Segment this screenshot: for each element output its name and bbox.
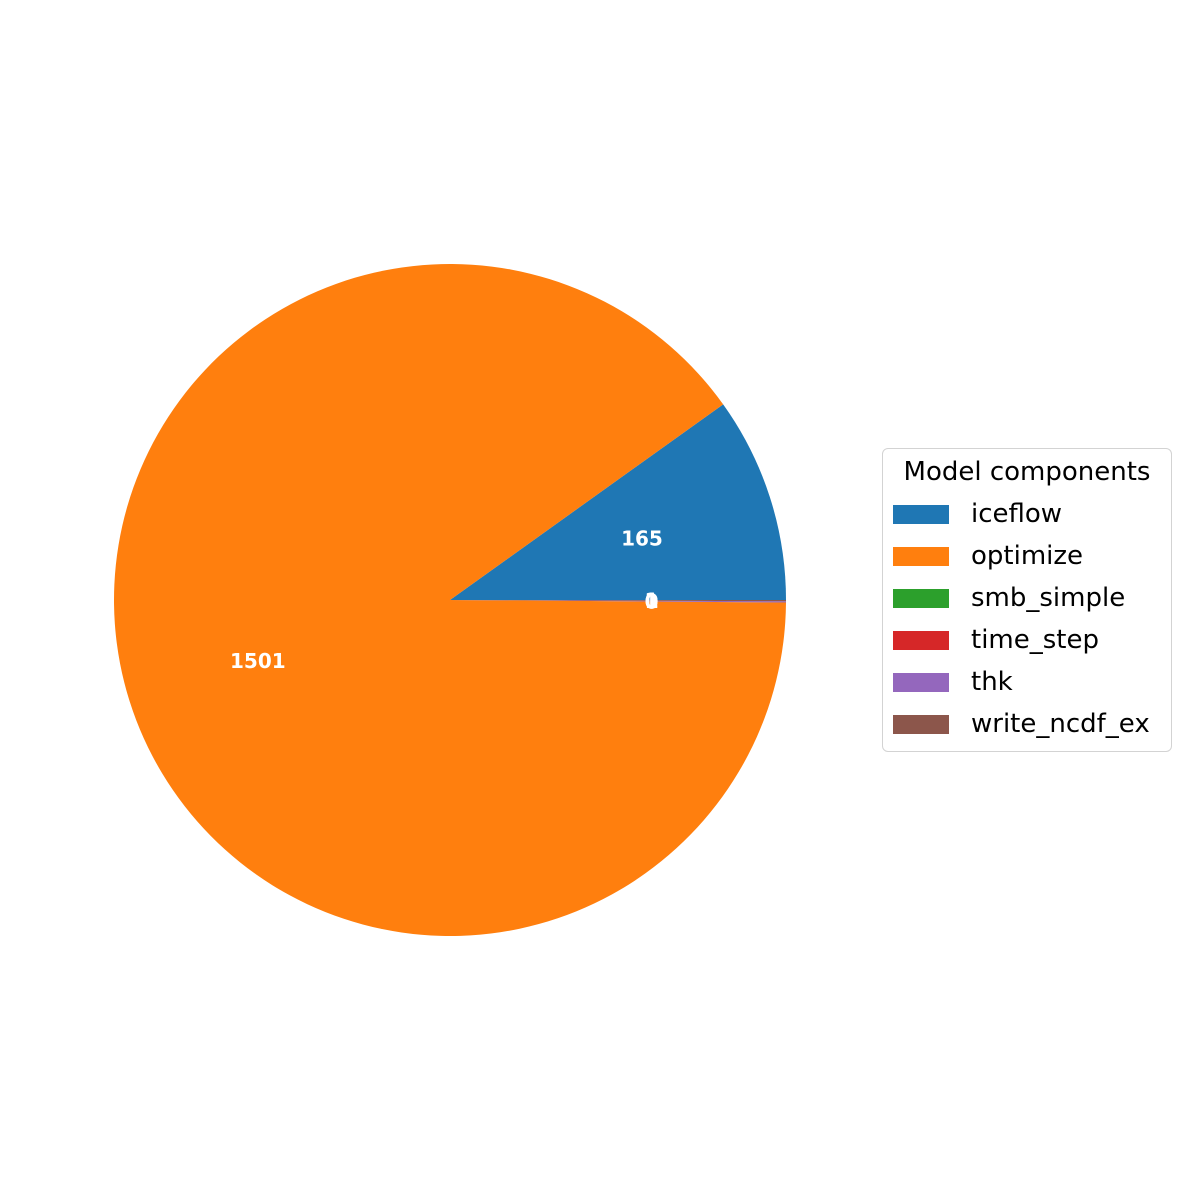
slice-label-time-step: 0: [645, 590, 659, 614]
legend-swatch: [893, 714, 949, 734]
legend-label: thk: [971, 667, 1013, 697]
legend-swatch: [893, 504, 949, 524]
pie-slice-optimize: [114, 264, 786, 937]
legend-entry-thk: thk: [893, 667, 1013, 697]
legend: Model components iceflow optimize smb_simp…: [882, 448, 1172, 752]
legend-entry-iceflow: iceflow: [893, 499, 1062, 529]
slice-label-iceflow: 165: [621, 526, 663, 550]
legend-title: Model components: [903, 457, 1151, 487]
pie-slice-thk: [450, 600, 786, 603]
legend-swatch: [893, 588, 949, 608]
legend-swatch: [893, 672, 949, 692]
legend-label: write_ncdf_ex: [971, 709, 1150, 739]
legend-swatch: [893, 630, 949, 650]
slice-label-smb-simple: 0: [645, 590, 659, 614]
legend-entry-optimize: optimize: [893, 541, 1083, 571]
pie-slices: [114, 264, 786, 937]
legend-entry-write-ncdf-ex: write_ncdf_ex: [893, 709, 1150, 739]
pie-slice-write-ncdf-ex: [450, 600, 786, 602]
legend-entry-time-step: time_step: [893, 625, 1099, 655]
slice-label-thk: 1: [645, 589, 659, 613]
slice-label-optimize: 1501: [230, 649, 286, 673]
legend-label: optimize: [971, 541, 1084, 571]
legend-label: time_step: [971, 625, 1099, 655]
legend-label: smb_simple: [971, 583, 1126, 613]
legend-label: iceflow: [971, 499, 1063, 529]
legend-swatch: [893, 546, 949, 566]
slice-label-write-ncdf-ex: 1: [645, 588, 659, 612]
legend-entry-smb-simple: smb_simple: [893, 583, 1125, 613]
pie-slice-iceflow: [450, 404, 786, 600]
